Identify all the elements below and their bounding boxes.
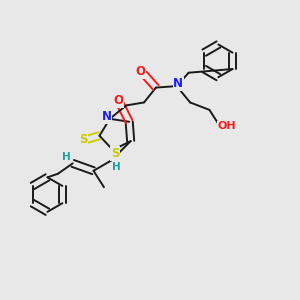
Text: S: S (111, 147, 119, 160)
Text: N: N (173, 77, 183, 90)
Text: H: H (112, 162, 121, 172)
Text: OH: OH (217, 121, 236, 131)
Text: S: S (79, 133, 87, 146)
Text: O: O (114, 94, 124, 107)
Text: H: H (62, 152, 70, 162)
Text: N: N (102, 110, 112, 123)
Text: O: O (136, 65, 146, 78)
